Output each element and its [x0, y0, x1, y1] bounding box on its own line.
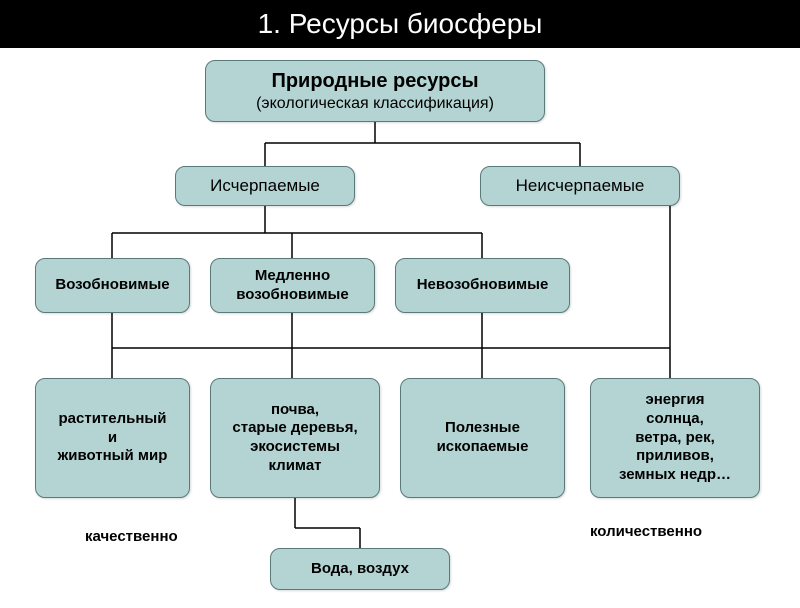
en-l2: солнца,	[646, 410, 704, 429]
node-slow-renewable: Медленно возобновимые	[210, 258, 375, 313]
label-inexhaustible: Неисчерпаемые	[516, 175, 645, 196]
slide-title: 1. Ресурсы биосферы	[258, 8, 543, 39]
label-slow2: возобновимые	[236, 286, 348, 305]
en-l4: приливов,	[636, 447, 714, 466]
soil-l2: старые деревья,	[232, 419, 357, 438]
node-water-air: Вода, воздух	[270, 548, 450, 590]
ff-l3: животный мир	[58, 447, 168, 466]
min-l1: Полезные	[445, 419, 520, 438]
en-l3: ветра, рек,	[635, 429, 715, 448]
en-l5: земных недр…	[619, 466, 731, 485]
node-inexhaustible: Неисчерпаемые	[480, 166, 680, 206]
en-l1: энергия	[645, 391, 704, 410]
node-soil-etc: почва, старые деревья, экосистемы климат	[210, 378, 380, 498]
node-flora-fauna: растительный и животный мир	[35, 378, 190, 498]
min-l2: ископаемые	[437, 438, 529, 457]
soil-l4: климат	[268, 457, 321, 476]
soil-l1: почва,	[271, 401, 319, 420]
label-exhaustible: Исчерпаемые	[210, 175, 320, 196]
label-qualitative: качественно	[85, 528, 178, 545]
label-renewable: Возобновимые	[55, 276, 169, 295]
node-root: Природные ресурсы (экологическая классиф…	[205, 60, 545, 122]
ff-l2: и	[108, 429, 117, 448]
label-water-air: Вода, воздух	[311, 560, 409, 579]
quant-text: количественно	[590, 523, 702, 540]
label-quantitative: количественно	[590, 523, 702, 540]
soil-l3: экосистемы	[250, 438, 340, 457]
node-energy: энергия солнца, ветра, рек, приливов, зе…	[590, 378, 760, 498]
tree-diagram: Природные ресурсы (экологическая классиф…	[0, 48, 800, 608]
slide-header: 1. Ресурсы биосферы	[0, 0, 800, 48]
node-exhaustible: Исчерпаемые	[175, 166, 355, 206]
root-title: Природные ресурсы	[271, 69, 478, 94]
qual-text: качественно	[85, 528, 178, 545]
ff-l1: растительный	[59, 410, 167, 429]
node-renewable: Возобновимые	[35, 258, 190, 313]
label-nonrenewable: Невозобновимые	[417, 276, 549, 295]
node-nonrenewable: Невозобновимые	[395, 258, 570, 313]
node-minerals: Полезные ископаемые	[400, 378, 565, 498]
root-subtitle: (экологическая классификация)	[256, 94, 494, 114]
label-slow1: Медленно	[255, 267, 330, 286]
